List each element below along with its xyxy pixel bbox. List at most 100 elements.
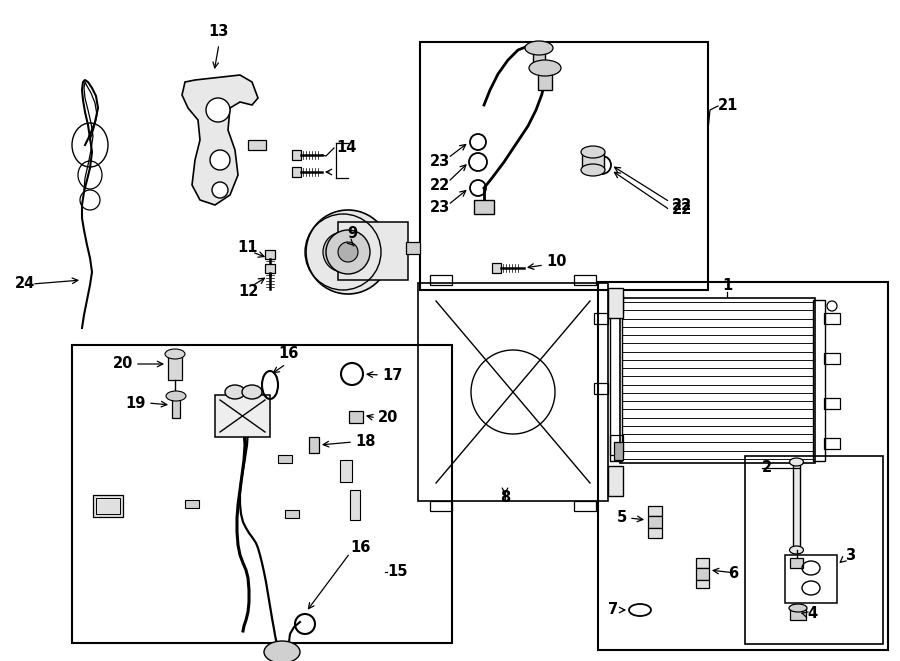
Text: 23: 23 xyxy=(430,200,450,215)
Bar xyxy=(614,295,623,313)
Bar xyxy=(420,42,708,290)
Bar xyxy=(824,313,840,324)
Bar xyxy=(785,555,837,603)
Bar xyxy=(538,68,552,90)
Text: 20: 20 xyxy=(112,356,133,371)
Text: 24: 24 xyxy=(15,276,35,292)
Bar xyxy=(598,282,888,650)
Bar xyxy=(824,438,840,449)
Bar xyxy=(285,510,299,518)
Bar xyxy=(349,411,363,423)
Bar xyxy=(696,568,709,580)
Bar xyxy=(696,580,709,588)
Text: 3: 3 xyxy=(845,549,855,563)
Text: 4: 4 xyxy=(807,607,817,621)
Bar xyxy=(418,283,608,501)
Ellipse shape xyxy=(789,546,804,554)
Bar xyxy=(648,516,662,528)
Ellipse shape xyxy=(210,150,230,170)
Text: 11: 11 xyxy=(238,239,258,254)
Ellipse shape xyxy=(264,641,300,661)
Text: 2: 2 xyxy=(762,461,772,475)
Text: 20: 20 xyxy=(378,410,399,426)
Bar xyxy=(813,300,825,461)
Text: 16: 16 xyxy=(350,541,371,555)
Bar xyxy=(292,150,301,160)
Bar xyxy=(93,495,123,517)
Text: 12: 12 xyxy=(238,284,258,299)
Bar xyxy=(430,275,452,285)
Ellipse shape xyxy=(525,41,553,55)
Bar xyxy=(172,398,180,418)
Text: 7: 7 xyxy=(608,602,618,617)
Text: 1: 1 xyxy=(722,278,732,293)
Bar xyxy=(824,353,840,364)
Bar xyxy=(215,395,270,437)
Bar xyxy=(430,501,452,511)
Text: 17: 17 xyxy=(382,368,402,383)
Bar xyxy=(574,501,596,511)
Ellipse shape xyxy=(242,385,262,399)
Text: 23: 23 xyxy=(430,155,450,169)
Bar xyxy=(340,460,352,482)
Bar xyxy=(790,608,806,620)
Ellipse shape xyxy=(323,232,363,272)
Bar xyxy=(610,300,622,461)
Text: 22: 22 xyxy=(672,198,692,214)
Bar xyxy=(610,435,623,455)
Ellipse shape xyxy=(212,182,228,198)
Ellipse shape xyxy=(581,164,605,176)
Bar xyxy=(696,558,709,568)
Bar xyxy=(474,200,494,214)
Circle shape xyxy=(306,210,390,294)
Text: 6: 6 xyxy=(728,566,738,580)
Bar xyxy=(574,275,596,285)
Circle shape xyxy=(338,242,358,262)
Bar xyxy=(533,48,545,70)
Bar xyxy=(168,356,182,380)
Text: 18: 18 xyxy=(355,434,375,449)
Text: 13: 13 xyxy=(209,24,230,40)
Ellipse shape xyxy=(165,349,185,359)
Bar xyxy=(745,456,883,644)
Text: 22: 22 xyxy=(430,178,450,192)
Bar xyxy=(790,558,803,568)
Bar xyxy=(96,498,120,514)
Bar xyxy=(608,466,623,496)
Bar xyxy=(185,500,199,508)
Bar xyxy=(350,490,360,520)
Bar xyxy=(406,242,420,254)
Bar xyxy=(292,167,301,177)
Circle shape xyxy=(326,230,370,274)
Bar xyxy=(608,288,623,318)
Polygon shape xyxy=(182,75,258,205)
Bar xyxy=(72,345,452,643)
Bar xyxy=(648,528,662,538)
Text: 21: 21 xyxy=(718,98,738,114)
Ellipse shape xyxy=(225,385,245,399)
Bar xyxy=(793,462,800,550)
Bar xyxy=(582,152,604,170)
Text: 16: 16 xyxy=(278,346,298,360)
Bar xyxy=(265,250,275,259)
Ellipse shape xyxy=(789,458,804,466)
Bar xyxy=(265,264,275,273)
Bar xyxy=(620,298,815,463)
Bar xyxy=(594,383,608,394)
Text: 5: 5 xyxy=(616,510,627,525)
Bar xyxy=(309,437,319,453)
Ellipse shape xyxy=(789,604,807,612)
Bar xyxy=(326,246,338,256)
Bar xyxy=(594,313,608,324)
Ellipse shape xyxy=(206,98,230,122)
Text: 19: 19 xyxy=(126,395,146,410)
Ellipse shape xyxy=(529,60,561,76)
Text: 8: 8 xyxy=(500,490,510,506)
Ellipse shape xyxy=(581,146,605,158)
Text: 9: 9 xyxy=(346,225,357,241)
Text: 22: 22 xyxy=(672,202,692,217)
Text: 15: 15 xyxy=(387,564,408,580)
Bar xyxy=(614,442,623,460)
Ellipse shape xyxy=(166,391,186,401)
Bar xyxy=(648,506,662,516)
